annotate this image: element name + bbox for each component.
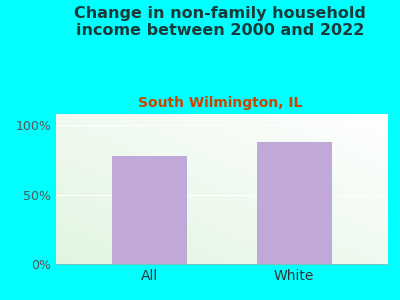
Bar	[112, 156, 187, 264]
Text: Change in non-family household
income between 2000 and 2022: Change in non-family household income be…	[74, 6, 366, 38]
Text: South Wilmington, IL: South Wilmington, IL	[138, 96, 302, 110]
Bar	[257, 142, 332, 264]
